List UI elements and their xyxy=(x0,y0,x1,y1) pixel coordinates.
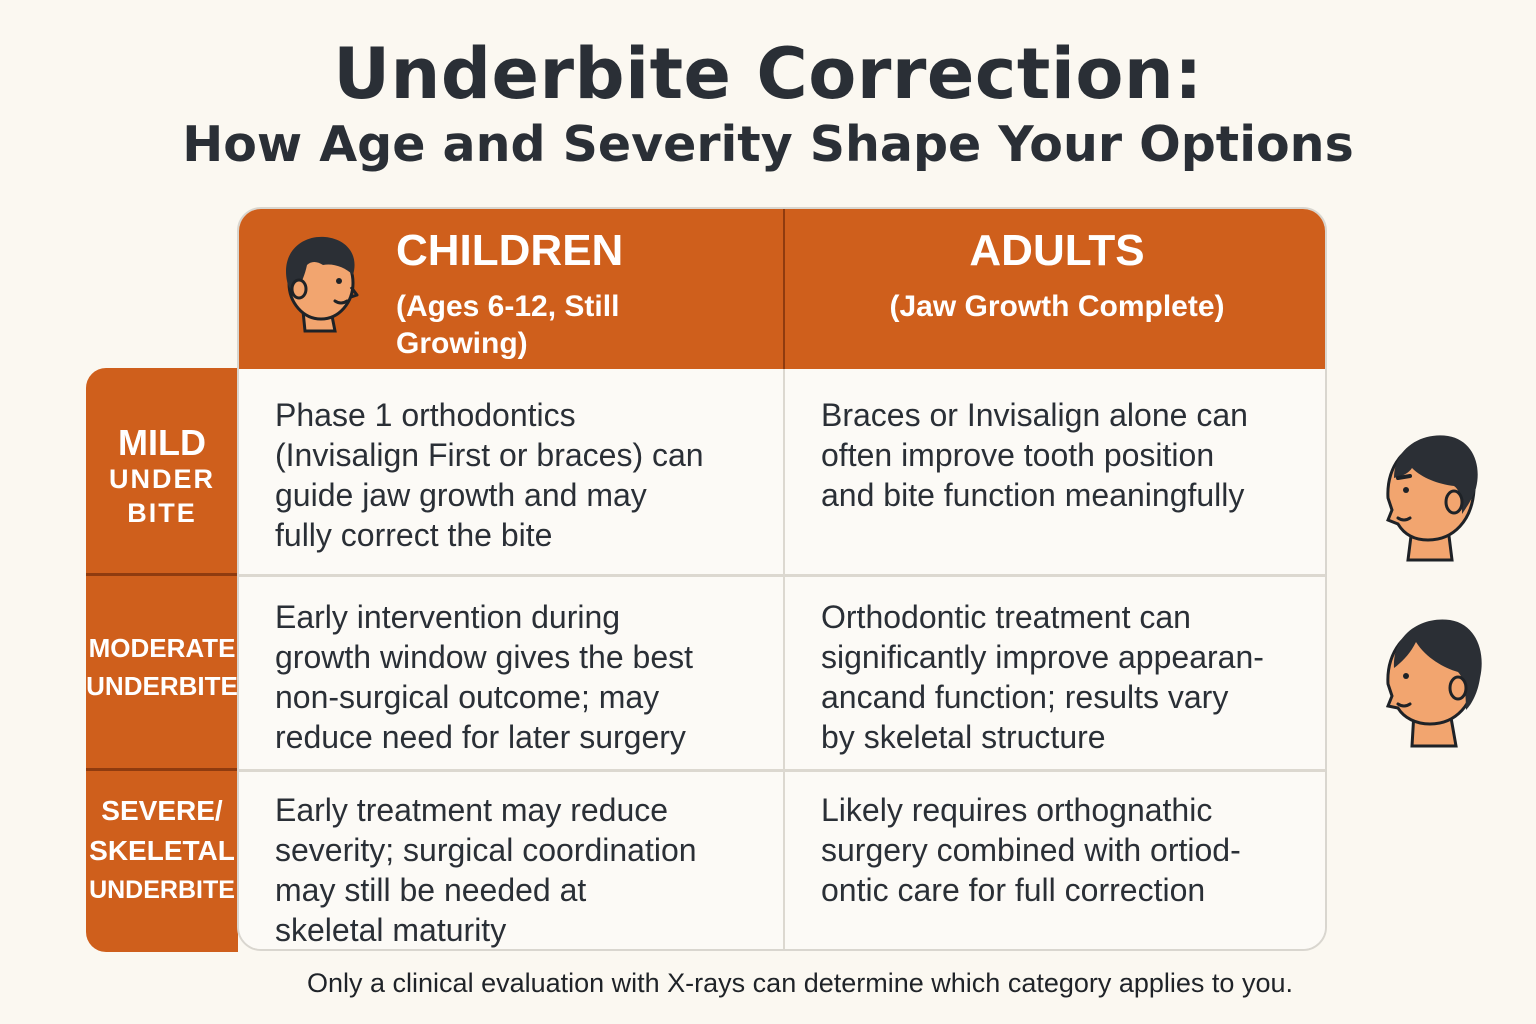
row-labels: MILD UNDER BITE MODERATE UNDERBITE SEVER… xyxy=(86,368,238,952)
children-header-subtitle: Growing) xyxy=(396,326,528,360)
column-divider xyxy=(783,369,785,949)
cell-moderate-adults: Orthodontic treatment can significantly … xyxy=(785,577,1325,769)
row-divider xyxy=(239,574,1325,577)
cell-severe-children: Early treatment may reduce severity; sur… xyxy=(239,772,783,949)
row-label-divider xyxy=(86,768,238,771)
cell-mild-children: Phase 1 orthodontics (Invisalign First o… xyxy=(239,369,783,574)
adult-woman-face-icon xyxy=(1385,619,1482,748)
row-label-mild: MILD UNDER BITE xyxy=(108,422,215,529)
footer-note: Only a clinical evaluation with X-rays c… xyxy=(307,968,1293,998)
comparison-table: CHILDREN (Ages 6-12, Still Growing) ADUL… xyxy=(237,207,1327,951)
row-label-severe: SEVERE/ SKELETAL UNDERBITE xyxy=(89,795,235,904)
children-header-subtitle: (Ages 6-12, Still xyxy=(396,290,620,323)
adults-header-subtitle: (Jaw Growth Complete) xyxy=(889,290,1225,323)
row-label-moderate: MODERATE UNDERBITE xyxy=(86,633,238,701)
children-header-title: CHILDREN xyxy=(396,226,624,275)
adult-man-face-icon xyxy=(1386,435,1478,562)
cell-mild-adults: Braces or Invisalign alone can often imp… xyxy=(785,369,1325,574)
header-children: CHILDREN (Ages 6-12, Still Growing) xyxy=(239,209,783,369)
header-adults: ADULTS (Jaw Growth Complete) xyxy=(785,209,1325,369)
adults-header-title: ADULTS xyxy=(969,226,1145,275)
header-divider xyxy=(783,209,785,369)
row-label-divider xyxy=(86,573,238,576)
page-title: Underbite Correction: xyxy=(333,33,1203,115)
child-face-icon xyxy=(285,236,359,333)
cell-severe-adults: Likely requires orthognathic surgery com… xyxy=(785,772,1325,949)
page-subtitle: How Age and Severity Shape Your Options xyxy=(182,116,1354,173)
cell-moderate-children: Early intervention during growth window … xyxy=(239,577,783,769)
row-divider xyxy=(239,769,1325,772)
